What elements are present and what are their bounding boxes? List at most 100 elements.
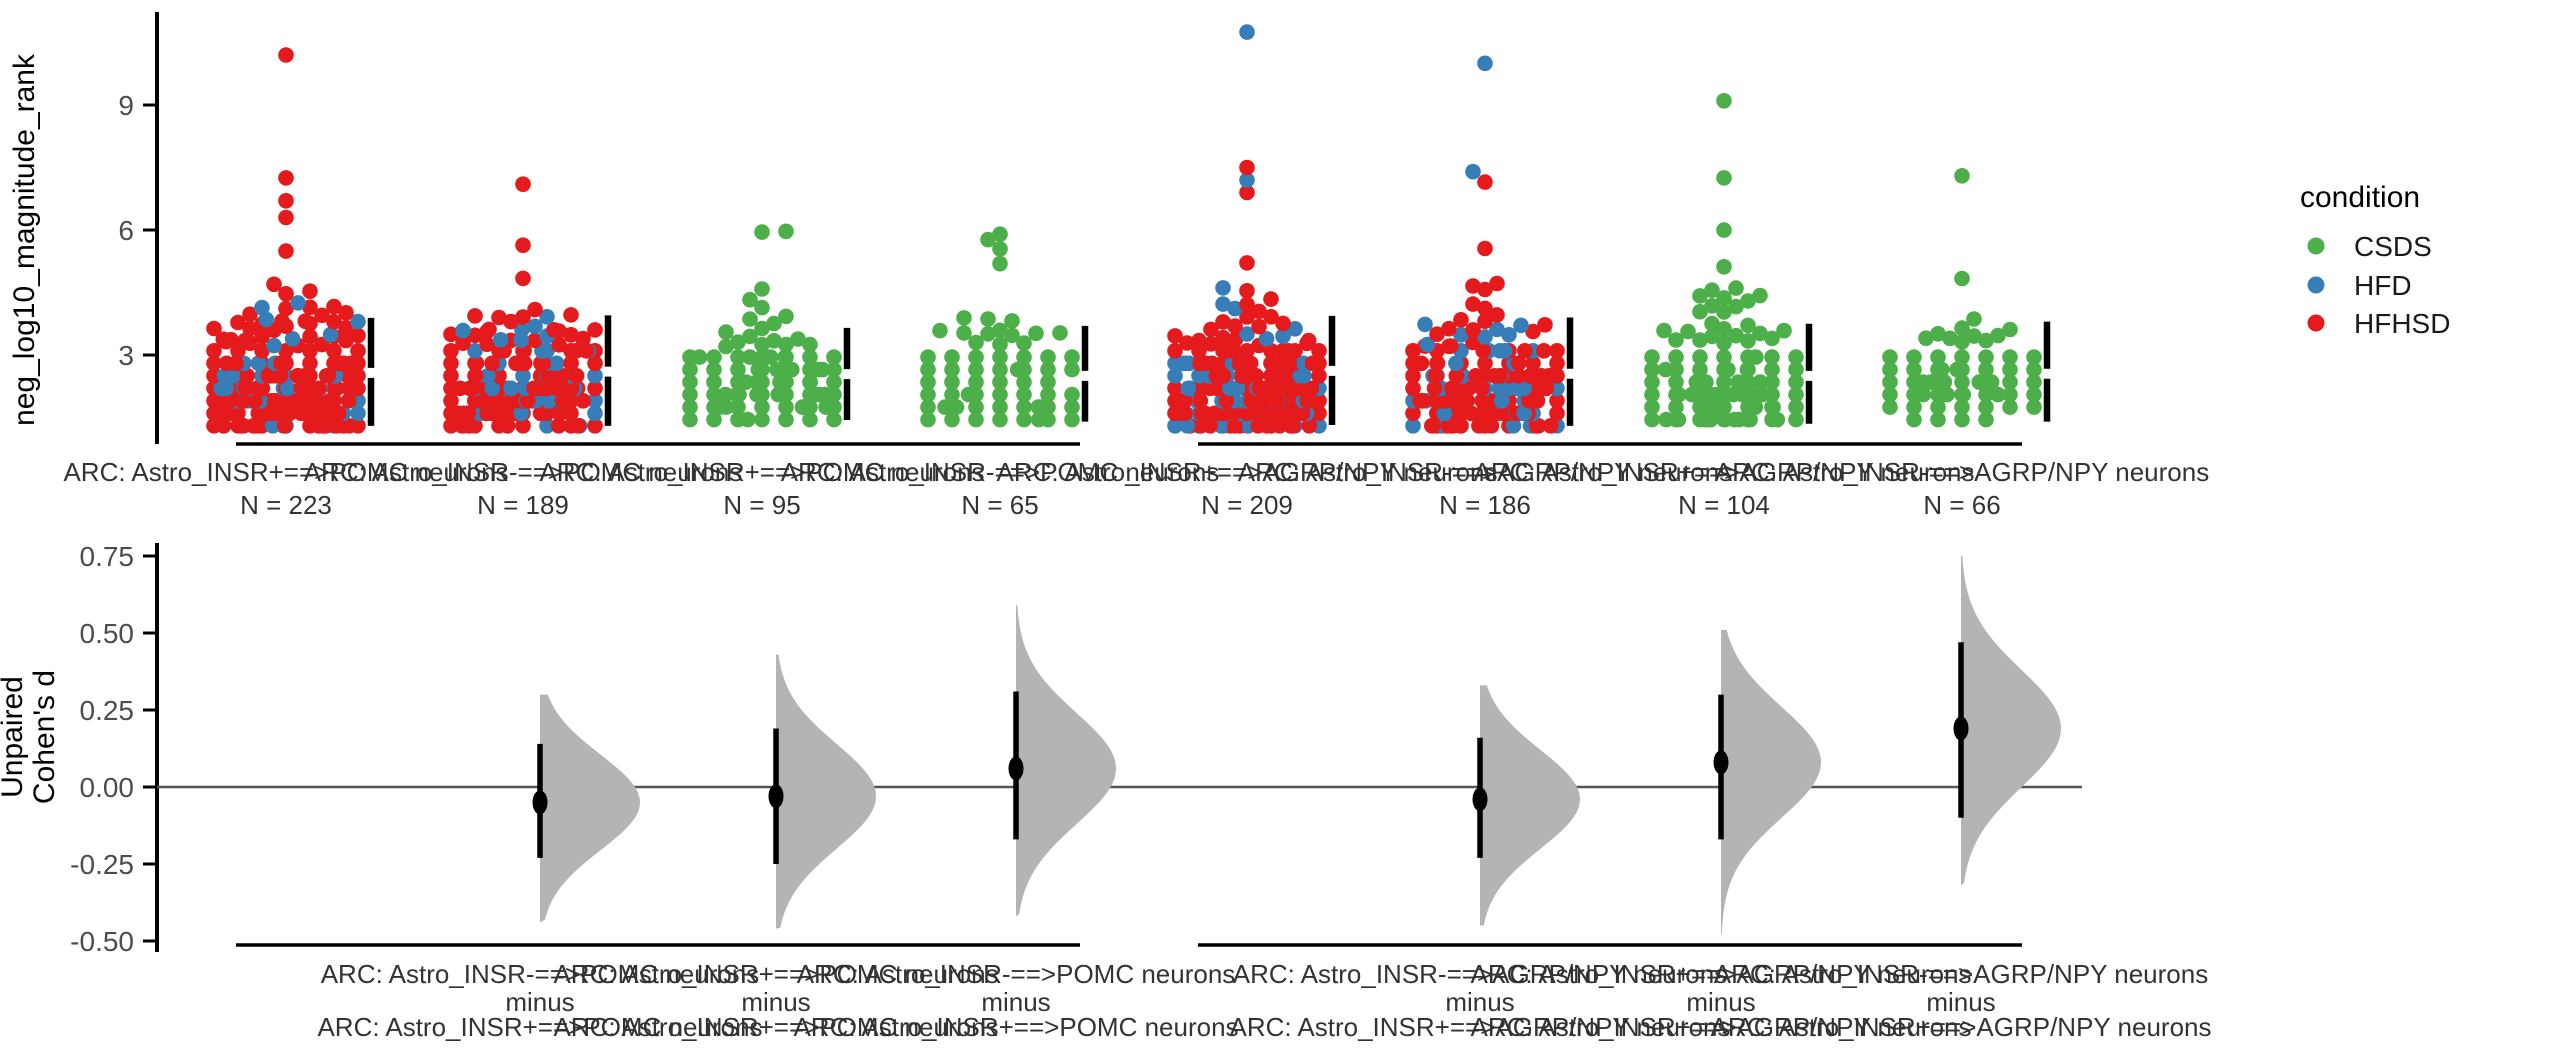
swarm-point <box>311 380 327 397</box>
swarm-point <box>1064 411 1080 428</box>
swarm-point <box>1263 309 1279 325</box>
swarm-point <box>826 374 842 390</box>
swarm-outlier-point <box>1239 172 1255 188</box>
swarm-point <box>1004 327 1020 344</box>
swarm-point <box>796 399 813 415</box>
swarm-point <box>452 380 468 397</box>
bottom-y-axis-title-line2: Cohen's d <box>28 670 61 804</box>
y-axis-tick-label: -0.50 <box>70 926 134 957</box>
swarm-point <box>1764 349 1780 365</box>
swarm-point <box>818 399 834 415</box>
swarm-outlier-point <box>515 176 531 192</box>
swarm-point <box>1776 322 1792 339</box>
y-axis-tick-label: 6 <box>118 215 134 246</box>
swarm-point <box>1668 374 1684 390</box>
swarm-point <box>920 386 936 403</box>
swarm-point <box>1716 304 1732 320</box>
swarm-point <box>1272 355 1289 372</box>
swarm-group <box>920 226 1080 428</box>
swarm-point <box>754 411 770 428</box>
swarm-point <box>1419 336 1436 353</box>
swarm-outlier-point <box>754 224 770 240</box>
swarm-point <box>468 355 485 372</box>
swarm-point <box>1728 280 1744 296</box>
swarm-point <box>1477 281 1493 298</box>
swarm-point <box>1009 361 1026 378</box>
swarm-point <box>443 418 459 434</box>
swarm-point <box>956 310 972 326</box>
swarm-point <box>944 349 960 365</box>
swarm-point <box>1311 343 1327 359</box>
swarm-point <box>1658 411 1674 428</box>
swarm-point <box>1906 349 1922 365</box>
swarm-outlier-point <box>278 209 294 226</box>
swarm-point <box>1425 418 1441 434</box>
swarm-point <box>1031 411 1047 428</box>
swarm-point <box>1465 334 1481 351</box>
swarm-point <box>1227 300 1243 317</box>
swarm-point <box>350 313 366 330</box>
swarm-point <box>484 380 501 397</box>
minus-label: minus <box>1445 987 1514 1017</box>
swarm-point <box>1455 393 1471 409</box>
swarm-point <box>1179 418 1196 434</box>
swarm-point <box>1915 386 1932 403</box>
swarm-point <box>302 299 318 316</box>
swarm-point <box>742 291 758 308</box>
swarm-point <box>1939 386 1955 403</box>
swarm-point <box>350 343 366 359</box>
swarm-point <box>1405 380 1421 397</box>
swarm-point <box>2002 349 2018 365</box>
swarm-point <box>1510 355 1527 372</box>
swarm-point <box>1202 418 1218 434</box>
swarm-point <box>484 355 500 372</box>
swarm-point <box>443 393 459 409</box>
swarm-point <box>568 368 585 384</box>
swarm-point <box>1906 411 1922 428</box>
swarm-point <box>1990 386 2006 403</box>
swarm-point <box>297 313 314 330</box>
swarm-point <box>1657 361 1674 378</box>
swarm-point <box>1696 411 1712 428</box>
swarm-point <box>1040 374 1056 390</box>
swarm-point <box>1537 317 1553 333</box>
swarm-point <box>1176 393 1193 409</box>
swarm-point <box>783 361 800 378</box>
swarm-point <box>249 418 266 434</box>
swarm-point <box>563 355 579 372</box>
swarm-point <box>1491 380 1508 397</box>
swarm-point <box>515 237 531 253</box>
swarm-point <box>1016 349 1032 365</box>
swarm-point <box>1016 335 1032 351</box>
swarm-point <box>1477 405 1494 422</box>
swarm-point <box>932 322 948 339</box>
swarm-point <box>992 361 1008 378</box>
swarm-point <box>718 338 734 355</box>
swarm-point <box>968 361 984 378</box>
minus-label: minus <box>505 987 574 1017</box>
swarm-point <box>247 393 263 409</box>
swarm-point <box>1279 368 1295 384</box>
swarm-point <box>920 374 936 390</box>
minus-label: minus <box>981 987 1050 1017</box>
swarm-point <box>563 307 579 323</box>
swarm-point <box>1542 368 1559 384</box>
swarm-point <box>320 368 337 384</box>
swarm-point <box>1752 374 1768 390</box>
swarm-point <box>740 411 756 428</box>
swarm-point <box>1251 318 1267 335</box>
swarm-point <box>587 322 603 338</box>
swarm-point <box>1978 399 1994 415</box>
swarm-outlier-point <box>1716 93 1732 109</box>
swarm-point <box>1279 405 1295 422</box>
swarm-point <box>551 368 567 384</box>
mean-sd-gapped-lines <box>367 315 2051 426</box>
comparison-numerator-label: ARC: Astro_INSR-==>POMC neurons <box>797 959 1236 989</box>
swarm-point <box>770 386 786 403</box>
swarm-point <box>1167 380 1183 397</box>
y-axis-tick-label: 0.75 <box>80 541 135 572</box>
swarm-point <box>503 313 519 330</box>
swarm-point <box>1716 290 1732 306</box>
swarm-point <box>1740 317 1756 334</box>
swarm-point <box>587 380 603 397</box>
